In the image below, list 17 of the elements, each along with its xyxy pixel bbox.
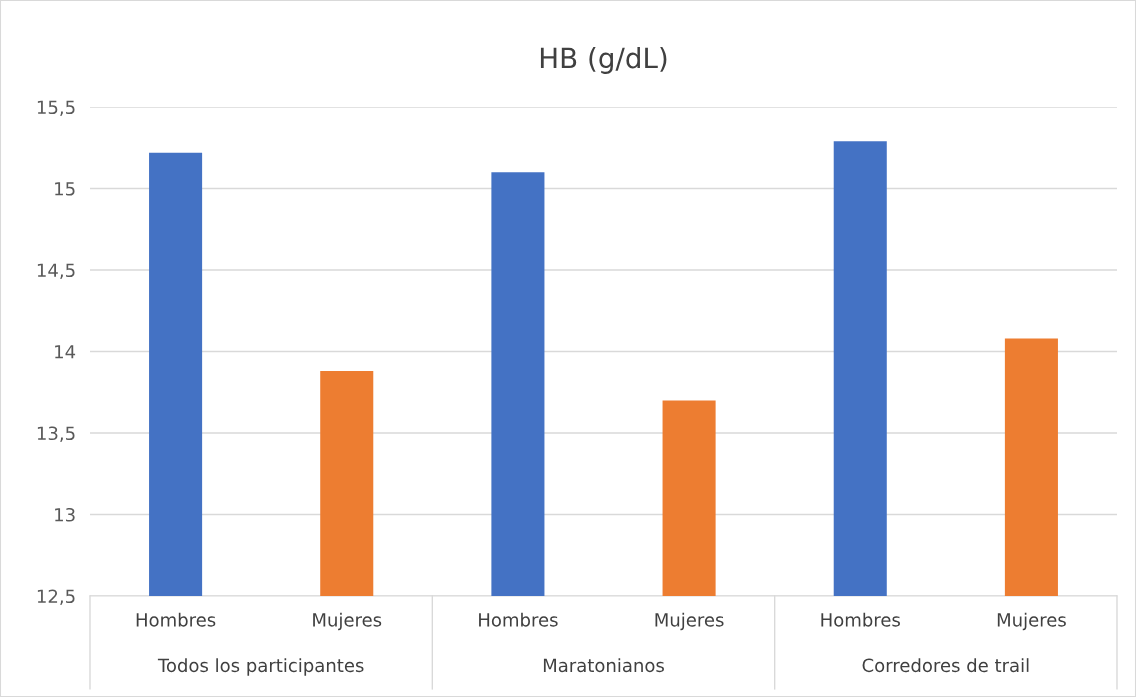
text: Maratonianos [543,658,664,673]
y-tick-label: 15 [55,182,75,196]
x-tick-label: Hombres [479,612,558,627]
x-tick-label: Mujeres [655,612,724,631]
y-tick-label: 15,5 [37,100,75,116]
y-tick-label: 13 [55,507,75,522]
y-tick-label: 12,5 [37,589,75,605]
x-tick-label: Hombres [821,612,900,627]
chart-title: HB (g/dL) [540,47,667,74]
x-tick-label: Mujeres [997,612,1066,631]
x-tick-label: Mujeres [313,612,382,631]
x-tick-label: Hombres [136,612,216,627]
text: Corredores de trail [862,658,1029,673]
y-tick-label: 14,5 [37,263,75,279]
y-tick-label: 14 [55,345,76,359]
y-tick-label: 13,5 [37,426,75,442]
text: Todos los participantes [157,658,364,676]
